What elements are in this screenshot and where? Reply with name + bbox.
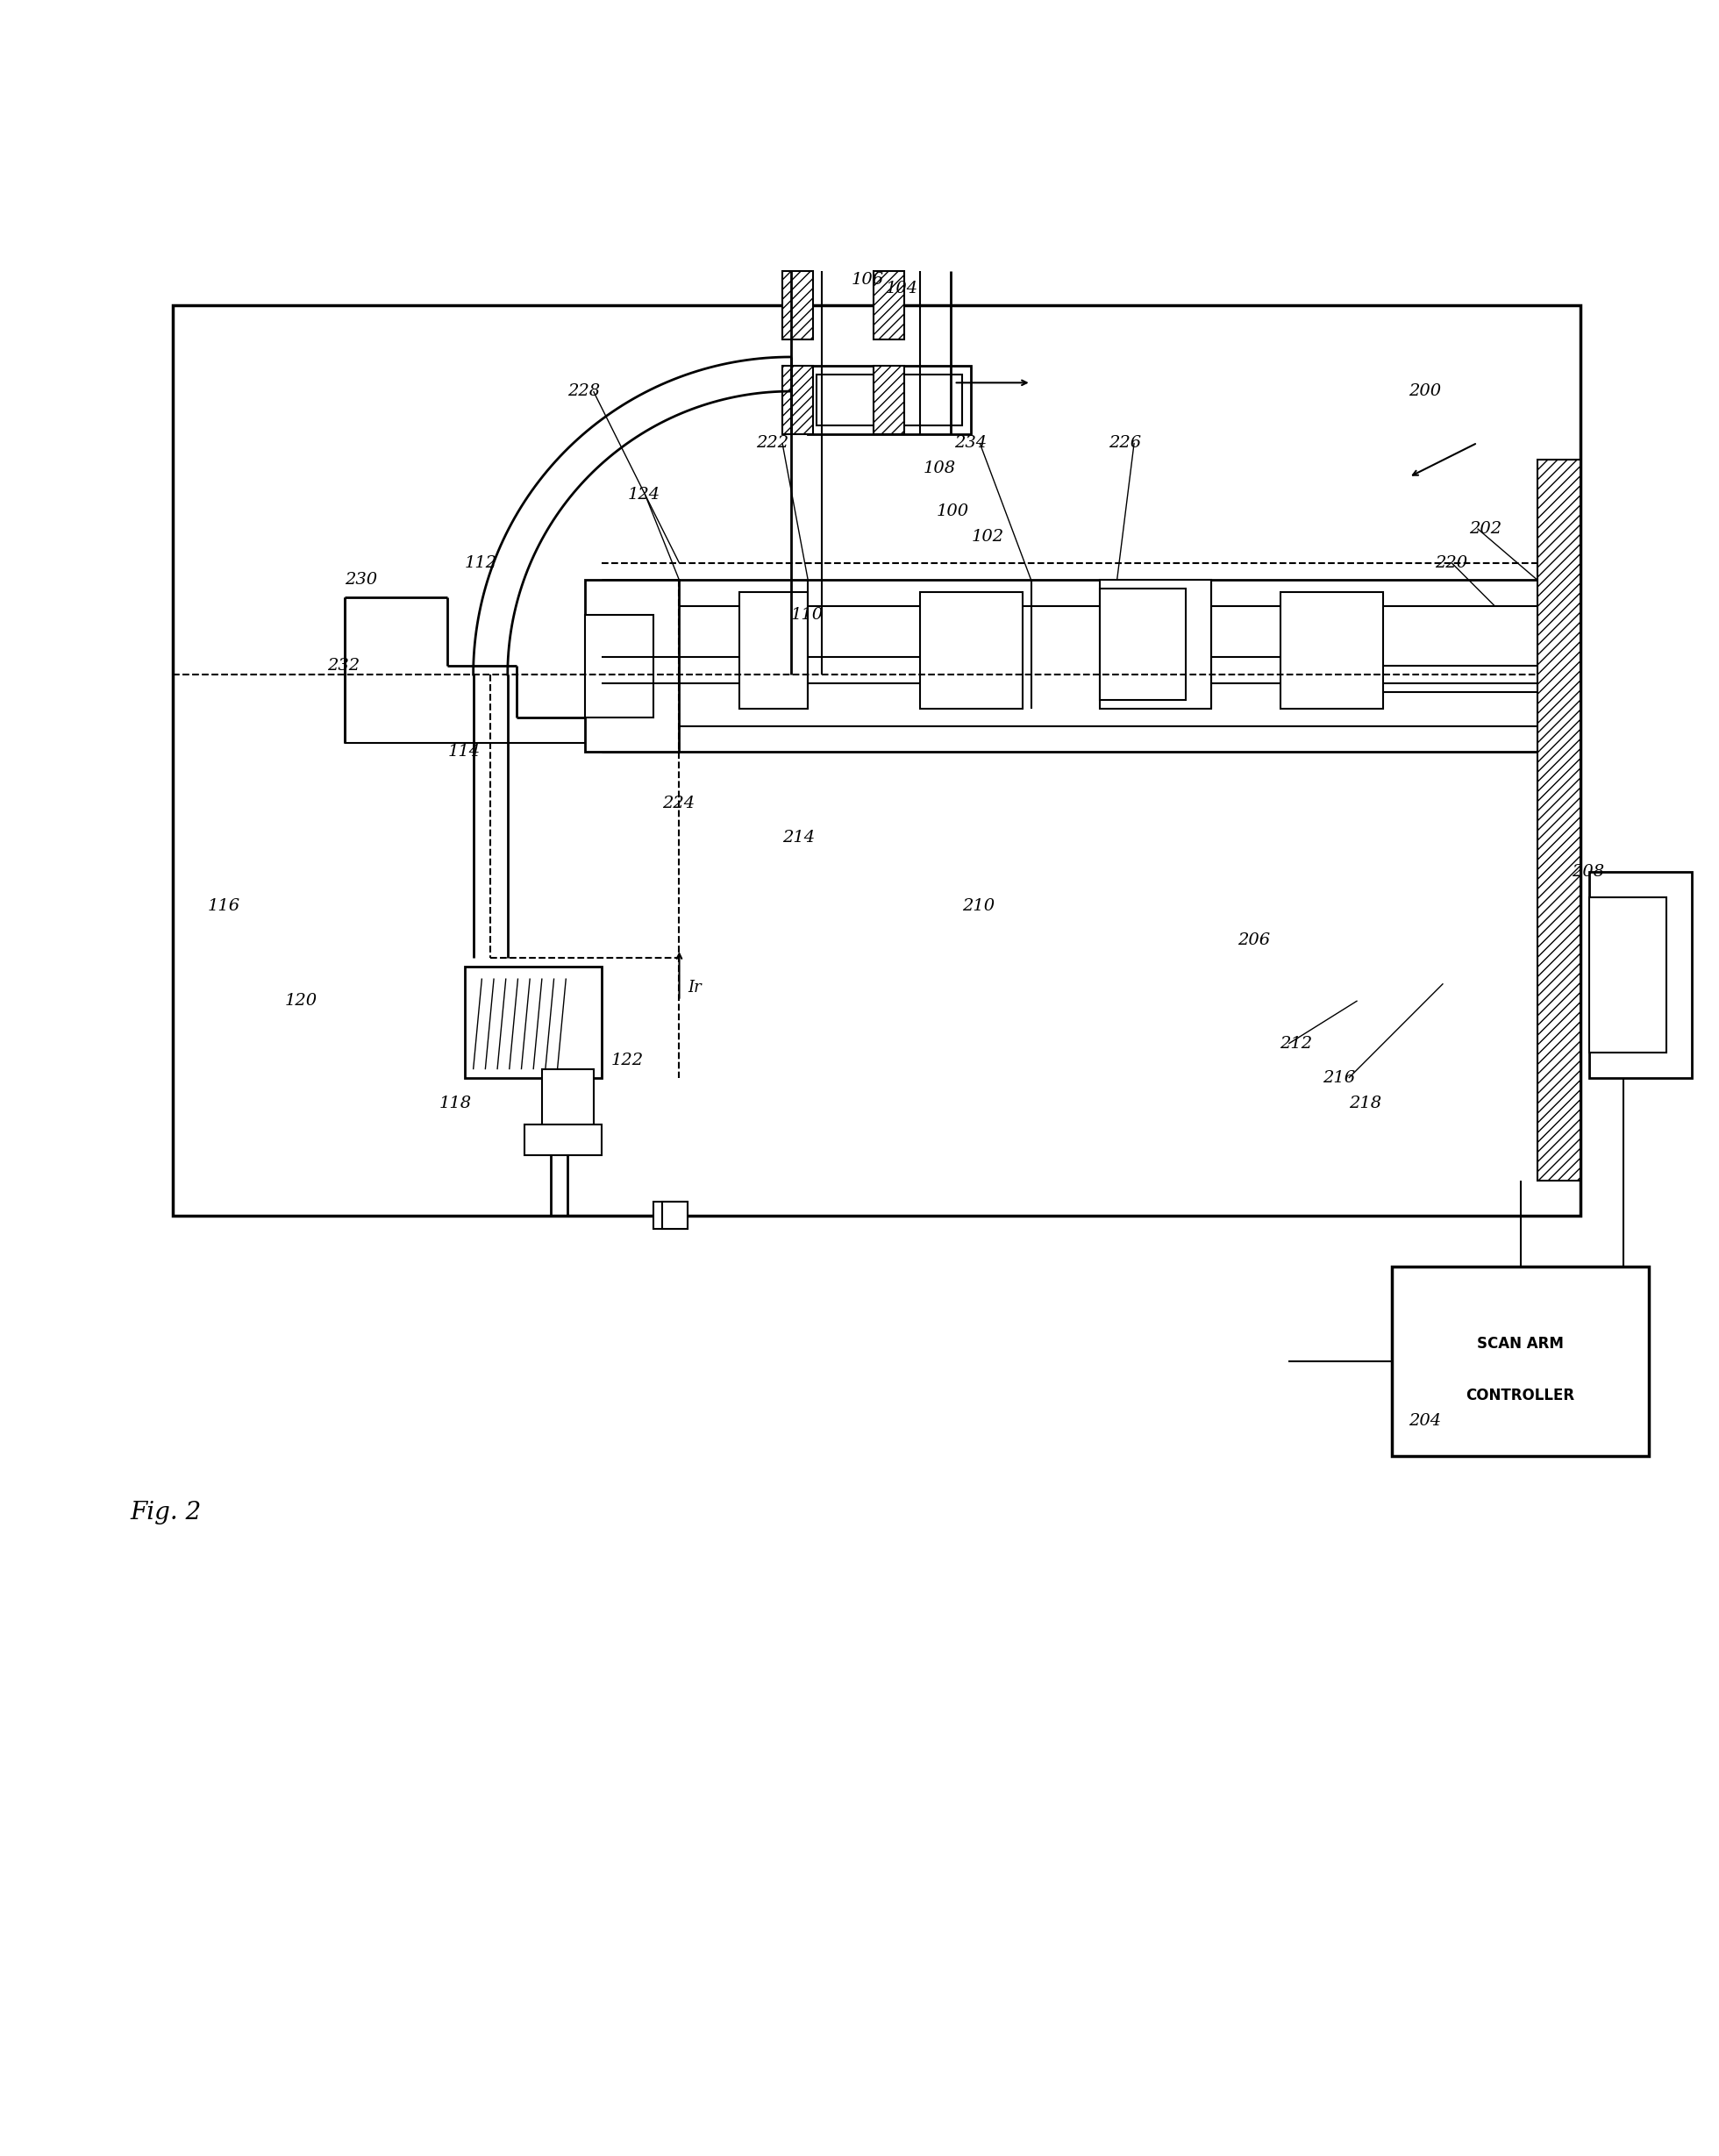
Bar [584, 614, 653, 718]
Bar [584, 580, 679, 752]
Text: 226: 226 [1109, 436, 1141, 451]
Text: 224: 224 [662, 796, 694, 811]
Text: 230: 230 [344, 571, 376, 589]
Bar [873, 367, 904, 433]
Text: 120: 120 [284, 994, 316, 1009]
Bar [920, 593, 1023, 709]
Bar [1392, 1268, 1649, 1455]
Bar [174, 306, 1580, 1216]
Text: 218: 218 [1349, 1095, 1382, 1112]
Bar [1537, 459, 1580, 1181]
Bar [808, 367, 971, 433]
Bar [464, 966, 602, 1078]
Bar [524, 1123, 602, 1156]
Text: 110: 110 [791, 606, 823, 623]
Bar [873, 272, 904, 341]
Bar [817, 375, 963, 425]
Text: 214: 214 [782, 830, 815, 845]
Bar [1588, 897, 1666, 1052]
Text: 212: 212 [1281, 1035, 1313, 1052]
Text: 124: 124 [627, 487, 660, 502]
Bar [1588, 871, 1691, 1078]
Text: 222: 222 [756, 436, 789, 451]
Text: 112: 112 [464, 554, 497, 571]
Bar [653, 1201, 688, 1229]
Bar [1281, 593, 1384, 709]
Bar [541, 1069, 593, 1130]
Text: Fig. 2: Fig. 2 [131, 1501, 201, 1524]
Text: 232: 232 [327, 658, 359, 675]
Text: 220: 220 [1435, 554, 1466, 571]
Text: 208: 208 [1571, 865, 1604, 880]
Text: 210: 210 [963, 899, 995, 914]
Text: 204: 204 [1410, 1414, 1441, 1429]
Text: 200: 200 [1410, 384, 1441, 399]
Bar [662, 1201, 688, 1229]
Text: 114: 114 [447, 744, 480, 759]
Text: 100: 100 [937, 505, 970, 520]
Text: 104: 104 [885, 280, 918, 295]
Text: 228: 228 [567, 384, 600, 399]
Text: 108: 108 [923, 461, 956, 476]
Text: CONTROLLER: CONTROLLER [1466, 1388, 1575, 1404]
Text: 118: 118 [438, 1095, 471, 1112]
Text: 216: 216 [1324, 1069, 1356, 1087]
Bar [1100, 589, 1186, 701]
Text: 102: 102 [971, 530, 1004, 545]
Bar [1100, 580, 1212, 709]
Bar [739, 593, 808, 709]
Text: SCAN ARM: SCAN ARM [1477, 1337, 1564, 1352]
Text: 106: 106 [851, 272, 884, 287]
Text: 206: 206 [1238, 934, 1270, 949]
Text: 202: 202 [1468, 522, 1501, 537]
Bar [782, 367, 813, 433]
Text: 122: 122 [610, 1052, 643, 1069]
Text: 116: 116 [208, 899, 239, 914]
Text: Ir: Ir [688, 979, 701, 996]
Text: 234: 234 [954, 436, 987, 451]
Bar [782, 272, 813, 341]
